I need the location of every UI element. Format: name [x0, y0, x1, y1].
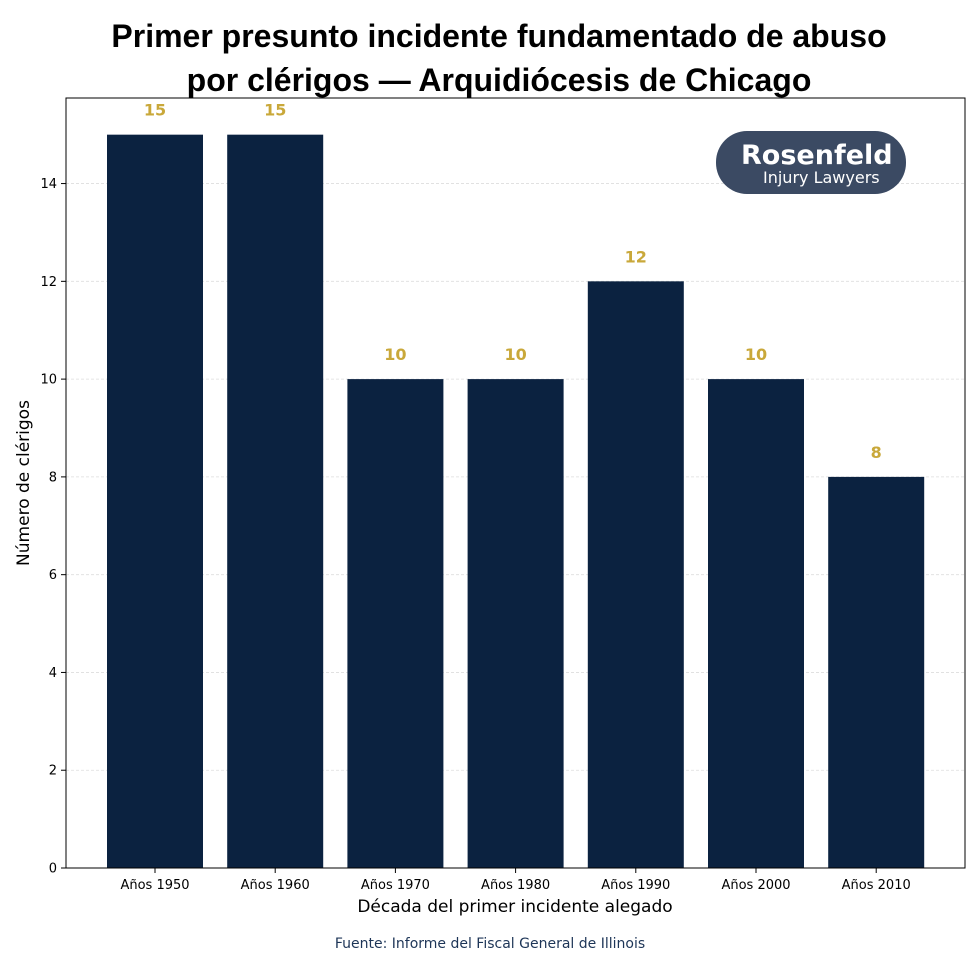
x-tick-label: Años 1980 [481, 878, 550, 893]
x-axis: Años 1950 Años 1960 Años 1970 Años 1980 Años… [120, 868, 911, 893]
x-tick-label: Años 1950 [120, 878, 189, 893]
bar [587, 281, 684, 868]
bar [227, 134, 324, 868]
x-tick-label: Años 1990 [601, 878, 670, 893]
bar [107, 134, 203, 868]
source-note: Fuente: Informe del Fiscal General de Il… [334, 936, 646, 952]
data-label: 10 [745, 345, 767, 364]
bar [828, 476, 925, 868]
y-tick-label: 8 [49, 470, 57, 485]
y-axis: 0 2 4 6 8 10 12 14 [40, 177, 66, 877]
bar [708, 379, 804, 868]
y-tick-label: 6 [49, 568, 57, 583]
data-label: 12 [625, 247, 647, 266]
chart-title-line-1: Primer presunto incidente fundamentado d… [111, 18, 887, 54]
x-axis-label: Década del primer incidente alegado [357, 897, 672, 917]
chart-title: Primer presunto incidente fundamentado d… [0, 14, 980, 102]
x-tick-label: Años 1970 [361, 878, 430, 893]
y-tick-label: 0 [49, 862, 57, 877]
data-label: 15 [264, 101, 286, 120]
data-label: 10 [504, 345, 526, 364]
logo-subtitle: Injury Lawyers [763, 168, 880, 187]
logo-background [716, 131, 906, 194]
chart-title-line-2: por clérigos — Arquidiócesis de Chicago [186, 62, 812, 98]
y-tick-label: 14 [40, 177, 57, 192]
y-tick-label: 12 [40, 275, 57, 290]
bars [107, 134, 925, 868]
bar [347, 379, 444, 868]
bar [467, 379, 564, 868]
x-tick-label: Años 1960 [241, 878, 310, 893]
y-tick-label: 10 [40, 373, 57, 388]
y-tick-label: 2 [49, 764, 57, 779]
data-label: 15 [144, 101, 166, 120]
logo-badge: Rosenfeld Injury Lawyers [716, 131, 906, 194]
y-tick-label: 4 [49, 666, 57, 681]
data-label: 10 [384, 345, 406, 364]
y-axis-label: Número de clérigos [14, 400, 34, 566]
data-label: 8 [871, 443, 882, 462]
x-tick-label: Años 2000 [721, 878, 790, 893]
x-tick-label: Años 2010 [842, 878, 911, 893]
data-labels: 15 15 10 10 12 10 8 [144, 101, 882, 462]
logo-name: Rosenfeld [741, 140, 893, 171]
